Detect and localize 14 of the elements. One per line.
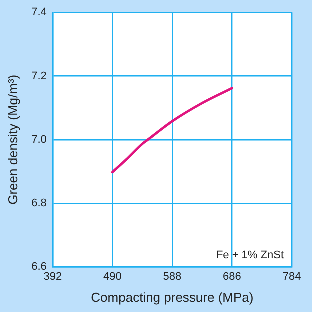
x-tick-label: 686 [223, 270, 242, 283]
y-tick-label: 7.4 [32, 6, 47, 19]
y-tick-label: 7.0 [32, 134, 47, 146]
x-tick-label: 490 [103, 270, 122, 283]
x-axis-title: Compacting pressure (MPa) [91, 290, 254, 305]
y-tick-label: 6.6 [32, 261, 47, 274]
annotation: Fe + 1% ZnSt [216, 250, 284, 262]
line-series [111, 87, 234, 174]
y-tick-label: 6.8 [32, 198, 47, 210]
y-axis-title: Green density (Mg/m³) [5, 74, 20, 205]
x-tick-label: 784 [282, 270, 302, 283]
y-tick-label: 7.2 [32, 70, 47, 82]
x-tick-label: 392 [44, 270, 62, 283]
x-tick-label: 588 [163, 270, 182, 283]
